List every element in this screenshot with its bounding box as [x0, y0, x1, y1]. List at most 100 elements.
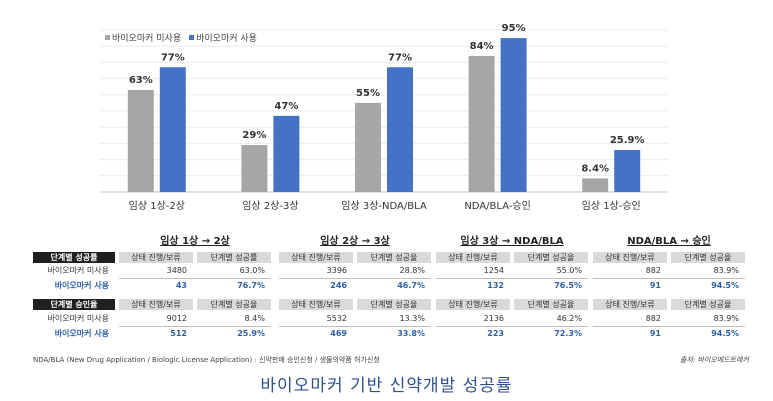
cell-rate: 28.8% [399, 266, 425, 275]
stage-block-4: NDA/BLA → 승인 상태 진행/보류 단계별 성공율 882 83.9% … [593, 228, 745, 340]
col-header-rate: 단계별 성공율 [671, 299, 745, 310]
cell-rate: 46.7% [397, 281, 425, 290]
data-label: 63% [129, 75, 153, 86]
cell-count: 9012 [166, 314, 187, 323]
legend-swatch-blue [189, 35, 195, 40]
category-label: 임상 2상-3상 [242, 199, 298, 212]
cell-count: 132 [487, 281, 504, 290]
cell-rate: 8.4% [244, 314, 265, 323]
data-label: 8.4% [581, 163, 609, 174]
bar-user [387, 67, 413, 192]
row-label-non-user-approval: 바이오마커 미사용 [47, 314, 109, 323]
cell-count: 5532 [326, 314, 347, 323]
row-divider [436, 278, 588, 279]
row-divider [279, 326, 431, 327]
bar-user [614, 150, 641, 192]
data-label: 84% [470, 41, 494, 52]
col-header-count: 상태 진행/보류 [119, 252, 193, 263]
col-header-count: 상태 진행/보류 [119, 299, 193, 310]
legend-label-user: 바이오마커 사용 [196, 34, 257, 44]
cell-rate: 33.8% [397, 329, 425, 338]
cell-count: 512 [170, 329, 187, 338]
cell-rate: 13.3% [399, 314, 425, 323]
col-header-count: 상태 진행/보류 [279, 299, 353, 310]
bar-user [273, 115, 300, 192]
bar-non-user [582, 178, 609, 192]
cell-rate: 83.9% [713, 266, 739, 275]
bar-user [500, 38, 527, 192]
col-header-count: 상태 진행/보류 [436, 252, 510, 263]
row-label-user-approval: 바이오마커 사용 [54, 329, 109, 338]
data-label: 47% [274, 101, 298, 112]
cell-rate: 55.0% [556, 266, 582, 275]
legend-item-non-user: 바이오마커 미사용 [105, 31, 181, 44]
cell-count: 882 [645, 314, 661, 323]
row-divider [593, 326, 745, 327]
cell-rate: 25.9% [237, 329, 265, 338]
col-header-rate: 단계별 성공율 [197, 299, 271, 310]
cell-count: 3396 [326, 266, 347, 275]
col-header-count: 상태 진행/보류 [593, 252, 667, 263]
data-label: 55% [356, 88, 380, 99]
stage-block-1: 임상 1상 → 2상 상태 진행/보류 단계별 성공률 3480 63.0% 4… [119, 228, 271, 340]
row-divider [119, 278, 271, 279]
legend-swatch-gray [105, 35, 110, 40]
cell-rate: 94.5% [711, 329, 739, 338]
row-header-approval: 단계별 승인율 [33, 299, 115, 310]
col-header-count: 상태 진행/보류 [593, 299, 667, 310]
category-label: 임상 3상-NDA/BLA [341, 199, 427, 212]
stage-title: 임상 3상 → NDA/BLA [460, 236, 564, 247]
data-label: 77% [161, 52, 185, 63]
source-note: 출처: 바이오메드트래커 [680, 356, 749, 364]
row-label-user-success: 바이오마커 사용 [54, 281, 109, 290]
cell-rate: 83.9% [713, 314, 739, 323]
cell-count: 223 [487, 329, 504, 338]
bar-non-user [127, 89, 154, 192]
col-header-rate: 단계별 성공율 [514, 299, 588, 310]
cell-count: 2136 [483, 314, 504, 323]
cell-count: 246 [330, 281, 347, 290]
row-divider [279, 278, 431, 279]
col-header-rate: 단계별 성공율 [514, 252, 588, 263]
cell-count: 3480 [166, 266, 187, 275]
row-divider [119, 326, 271, 327]
bar-non-user [468, 55, 495, 192]
chart-legend: 바이오마커 미사용 바이오마커 사용 [105, 31, 257, 44]
row-divider [593, 278, 745, 279]
cell-rate: 76.7% [237, 281, 265, 290]
stage-title: 임상 1상 → 2상 [160, 236, 230, 247]
data-label: 77% [388, 52, 412, 63]
row-header-success: 단계별 성공률 [33, 252, 115, 263]
category-label: 임상 1상-승인 [582, 199, 641, 212]
cell-count: 1254 [483, 266, 504, 275]
stage-block-2: 임상 2상 → 3상 상태 진행/보류 단계별 성공율 3396 28.8% 2… [279, 228, 431, 340]
col-header-rate: 단계별 성공율 [671, 252, 745, 263]
data-table: 단계별 성공률 바이오마커 미사용 바이오마커 사용 단계별 승인율 바이오마커… [33, 228, 749, 340]
row-label-non-user-success: 바이오마커 미사용 [47, 266, 109, 275]
footnote: NDA/BLA (New Drug Application / Biologic… [33, 356, 380, 364]
cell-rate: 72.3% [554, 329, 582, 338]
data-label: 25.9% [610, 135, 645, 146]
col-header-rate: 단계별 성공률 [197, 252, 271, 263]
bar-non-user [241, 145, 268, 192]
bar-user [159, 67, 186, 192]
category-label: NDA/BLA-승인 [464, 200, 531, 212]
stage-title: 임상 2상 → 3상 [320, 236, 390, 247]
cell-count: 469 [330, 329, 347, 338]
cell-count: 43 [175, 281, 187, 290]
col-header-count: 상태 진행/보류 [279, 252, 353, 263]
cell-rate: 63.0% [239, 266, 265, 275]
col-header-rate: 단계별 성공율 [357, 252, 431, 263]
page-caption: 바이오마커 기반 신약개발 성공률 [260, 376, 513, 396]
category-label: 임상 1상-2상 [129, 199, 185, 212]
stage-title: NDA/BLA → 승인 [627, 236, 711, 247]
data-label: 29% [242, 130, 266, 141]
cell-rate: 94.5% [711, 281, 739, 290]
cell-count: 91 [649, 329, 661, 338]
stage-block-3: 임상 3상 → NDA/BLA 상태 진행/보류 단계별 성공율 1254 55… [436, 228, 588, 340]
legend-label-non-user: 바이오마커 미사용 [112, 34, 182, 44]
col-header-rate: 단계별 성공율 [357, 299, 431, 310]
cell-count: 882 [645, 266, 661, 275]
bar-non-user [355, 102, 381, 192]
legend-item-user: 바이오마커 사용 [189, 31, 257, 44]
